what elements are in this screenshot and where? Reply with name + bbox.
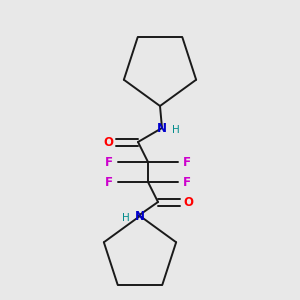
Text: H: H bbox=[172, 125, 180, 135]
Text: N: N bbox=[135, 209, 145, 223]
Text: F: F bbox=[105, 155, 113, 169]
Text: H: H bbox=[122, 213, 130, 223]
Text: O: O bbox=[103, 136, 113, 148]
Text: F: F bbox=[183, 176, 191, 188]
Text: F: F bbox=[183, 155, 191, 169]
Text: N: N bbox=[157, 122, 167, 134]
Text: O: O bbox=[183, 196, 193, 208]
Text: F: F bbox=[105, 176, 113, 188]
